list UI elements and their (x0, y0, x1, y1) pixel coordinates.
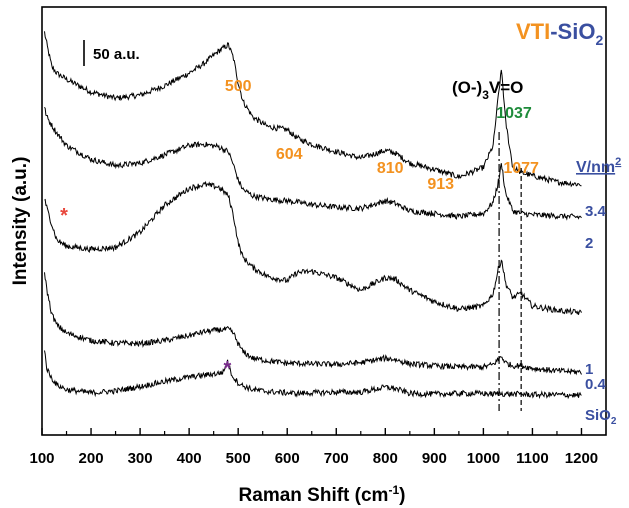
peak-label-810: 810 (377, 160, 404, 177)
x-tick-label-0: 100 (29, 450, 54, 467)
legend-title: V/nm2 (576, 156, 621, 176)
x-tick-label-8: 900 (422, 450, 447, 467)
series-line-4 (44, 350, 582, 400)
x-tick-label-11: 1200 (565, 450, 598, 467)
x-axis-title-sup: -1 (388, 483, 399, 497)
x-axis-title-end: ) (399, 485, 405, 506)
x-ticks: 100 200 300 400 500 600 700 800 900 1000 1100 1200 (29, 428, 598, 467)
chart-title: VTI-SiO2 (516, 19, 603, 48)
peak-label-1077: 1077 (503, 160, 539, 177)
x-tick-label-5: 600 (275, 450, 300, 467)
x-tick-label-10: 1100 (516, 450, 549, 467)
series-line-1 (44, 106, 582, 221)
species-label-main: (O-) (452, 78, 482, 97)
dashed-lines (498, 132, 522, 411)
legend-title-main: V/nm (576, 159, 615, 176)
series-label-3: 0.4 (585, 376, 607, 393)
series-label-1: 2 (585, 235, 593, 252)
peak-label-500: 500 (225, 78, 252, 95)
asterisk-1: * (223, 358, 231, 380)
peak-labels: 500 604 810 913 1077 (225, 78, 539, 193)
species-label-end: V=O (489, 78, 524, 97)
x-tick-label-3: 400 (177, 450, 202, 467)
species-label: (O-)3V=O (452, 78, 523, 102)
y-axis-title: Intensity (a.u.) (10, 157, 31, 286)
peak-label-604: 604 (276, 146, 303, 163)
x-axis-title-main: Raman Shift (cm (239, 485, 389, 506)
asterisks: ** (60, 205, 231, 380)
legend-title-sup: 2 (615, 156, 621, 168)
x-tick-label-1: 200 (79, 450, 104, 467)
series-layer (44, 31, 582, 400)
series-line-0 (44, 31, 582, 188)
species-label-sub: 3 (482, 88, 489, 102)
series-line-2 (44, 180, 582, 316)
x-tick-label-6: 700 (324, 450, 349, 467)
x-tick-label-9: 1000 (467, 450, 500, 467)
series-label-0: 3.4 (585, 203, 607, 220)
series-label-4: SiO2 (585, 407, 617, 427)
x-axis-title: Raman Shift (cm-1) (239, 483, 406, 506)
plot-frame (41, 6, 607, 436)
x-tick-label-4: 500 (226, 450, 251, 467)
asterisk-0: * (60, 205, 68, 227)
series-labels: 3.4 2 10.4 SiO2 (585, 203, 617, 427)
series-line-3 (44, 272, 582, 376)
chart-title-sio: -SiO (550, 19, 595, 44)
chart-title-sub: 2 (595, 32, 603, 48)
series-label-2: 1 (585, 361, 593, 378)
x-tick-label-2: 300 (128, 450, 153, 467)
scale-bar-label: 50 a.u. (93, 46, 140, 63)
chart-title-vti: VTI (516, 19, 550, 44)
band-1037-label: 1037 (496, 105, 532, 122)
x-tick-label-7: 800 (373, 450, 398, 467)
peak-label-913: 913 (427, 176, 454, 193)
